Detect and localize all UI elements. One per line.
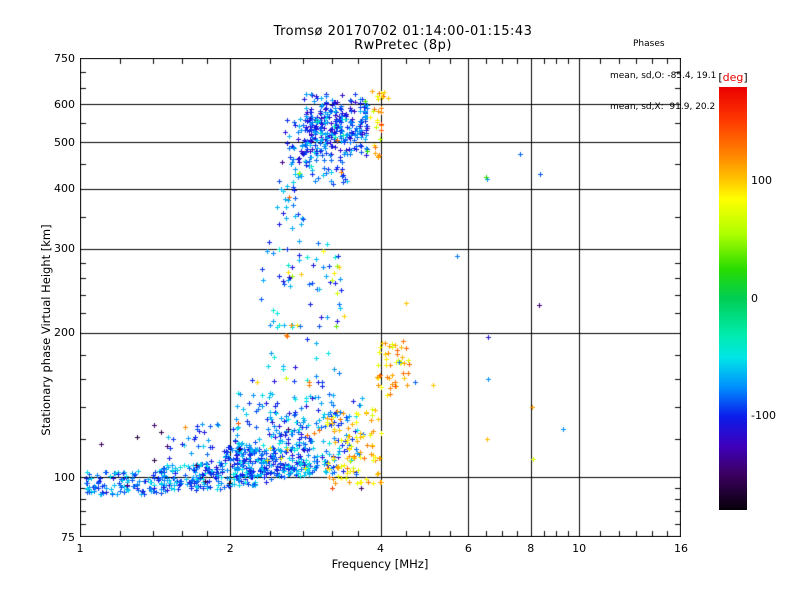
phase-stats-title: Phases — [633, 39, 665, 49]
x-tick-label: 6 — [464, 542, 472, 555]
y-tick-label: 750 — [54, 51, 75, 65]
colorbar-unit-label: [deg] — [714, 71, 752, 84]
y-tick-label: 400 — [54, 182, 75, 196]
y-tick-label: 600 — [54, 97, 75, 111]
x-tick-label: 1 — [76, 542, 84, 555]
colorbar-tick-label: 100 — [751, 174, 772, 187]
y-tick-label: 100 — [54, 470, 75, 484]
x-tick-label: 16 — [674, 542, 688, 555]
x-tick-label: 8 — [527, 542, 535, 555]
colorbar-close-bracket: ] — [743, 71, 748, 84]
colorbar-open-bracket: [ — [718, 71, 723, 84]
colorbar-gradient — [719, 87, 747, 510]
y-tick-label: 75 — [61, 530, 75, 544]
x-axis-label: Frequency [MHz] — [331, 557, 429, 571]
colorbar-tick-label: 0 — [751, 291, 758, 305]
colorbar-tick-label: -100 — [751, 409, 776, 422]
plot-subtitle: RwPretec (8p) — [354, 38, 452, 53]
colorbar-unit: deg — [722, 71, 744, 84]
plot-title: Tromsø 20170702 01:14:00-01:15:43 — [273, 24, 533, 39]
y-tick-label: 200 — [54, 326, 75, 340]
x-tick-label: 2 — [226, 542, 234, 555]
x-tick-label: 4 — [377, 542, 384, 555]
y-tick-label: 500 — [54, 135, 75, 149]
y-tick-label: 300 — [54, 242, 75, 256]
plot-canvas — [80, 58, 681, 537]
x-tick-label: 10 — [572, 542, 587, 555]
